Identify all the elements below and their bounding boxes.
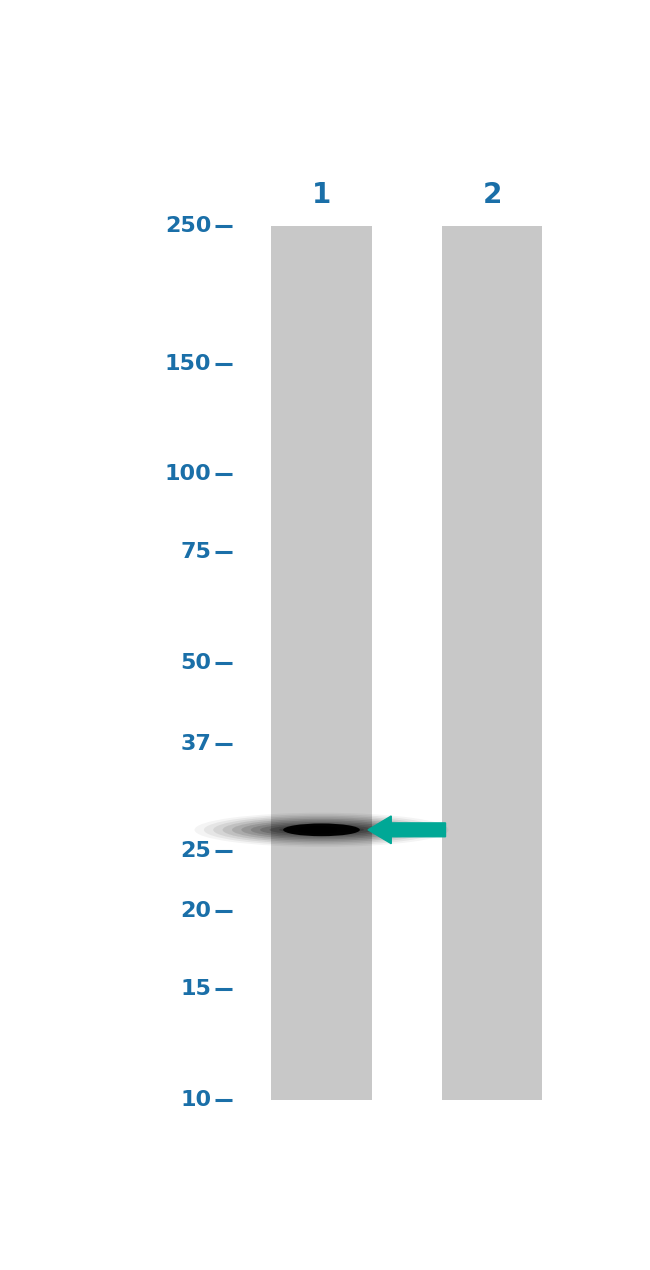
Ellipse shape xyxy=(251,822,392,838)
Ellipse shape xyxy=(232,819,411,841)
Text: 75: 75 xyxy=(181,542,211,563)
Ellipse shape xyxy=(260,823,383,836)
Text: 150: 150 xyxy=(165,354,211,375)
Text: 2: 2 xyxy=(482,180,502,208)
Ellipse shape xyxy=(241,820,402,839)
Ellipse shape xyxy=(270,826,374,834)
Bar xyxy=(271,226,372,1100)
Ellipse shape xyxy=(204,814,439,846)
Ellipse shape xyxy=(298,826,337,833)
Text: 37: 37 xyxy=(181,734,211,754)
Text: 25: 25 xyxy=(181,841,211,861)
Ellipse shape xyxy=(213,815,430,843)
FancyArrow shape xyxy=(368,815,445,843)
Ellipse shape xyxy=(279,827,364,833)
Ellipse shape xyxy=(222,818,421,842)
Text: 15: 15 xyxy=(181,979,211,999)
Ellipse shape xyxy=(283,823,360,836)
Text: 250: 250 xyxy=(165,216,211,235)
Text: 50: 50 xyxy=(181,653,211,673)
Text: 20: 20 xyxy=(181,902,211,921)
Text: 10: 10 xyxy=(180,1090,211,1110)
Bar xyxy=(441,226,542,1100)
Text: 1: 1 xyxy=(312,180,331,208)
Text: 100: 100 xyxy=(164,465,211,484)
